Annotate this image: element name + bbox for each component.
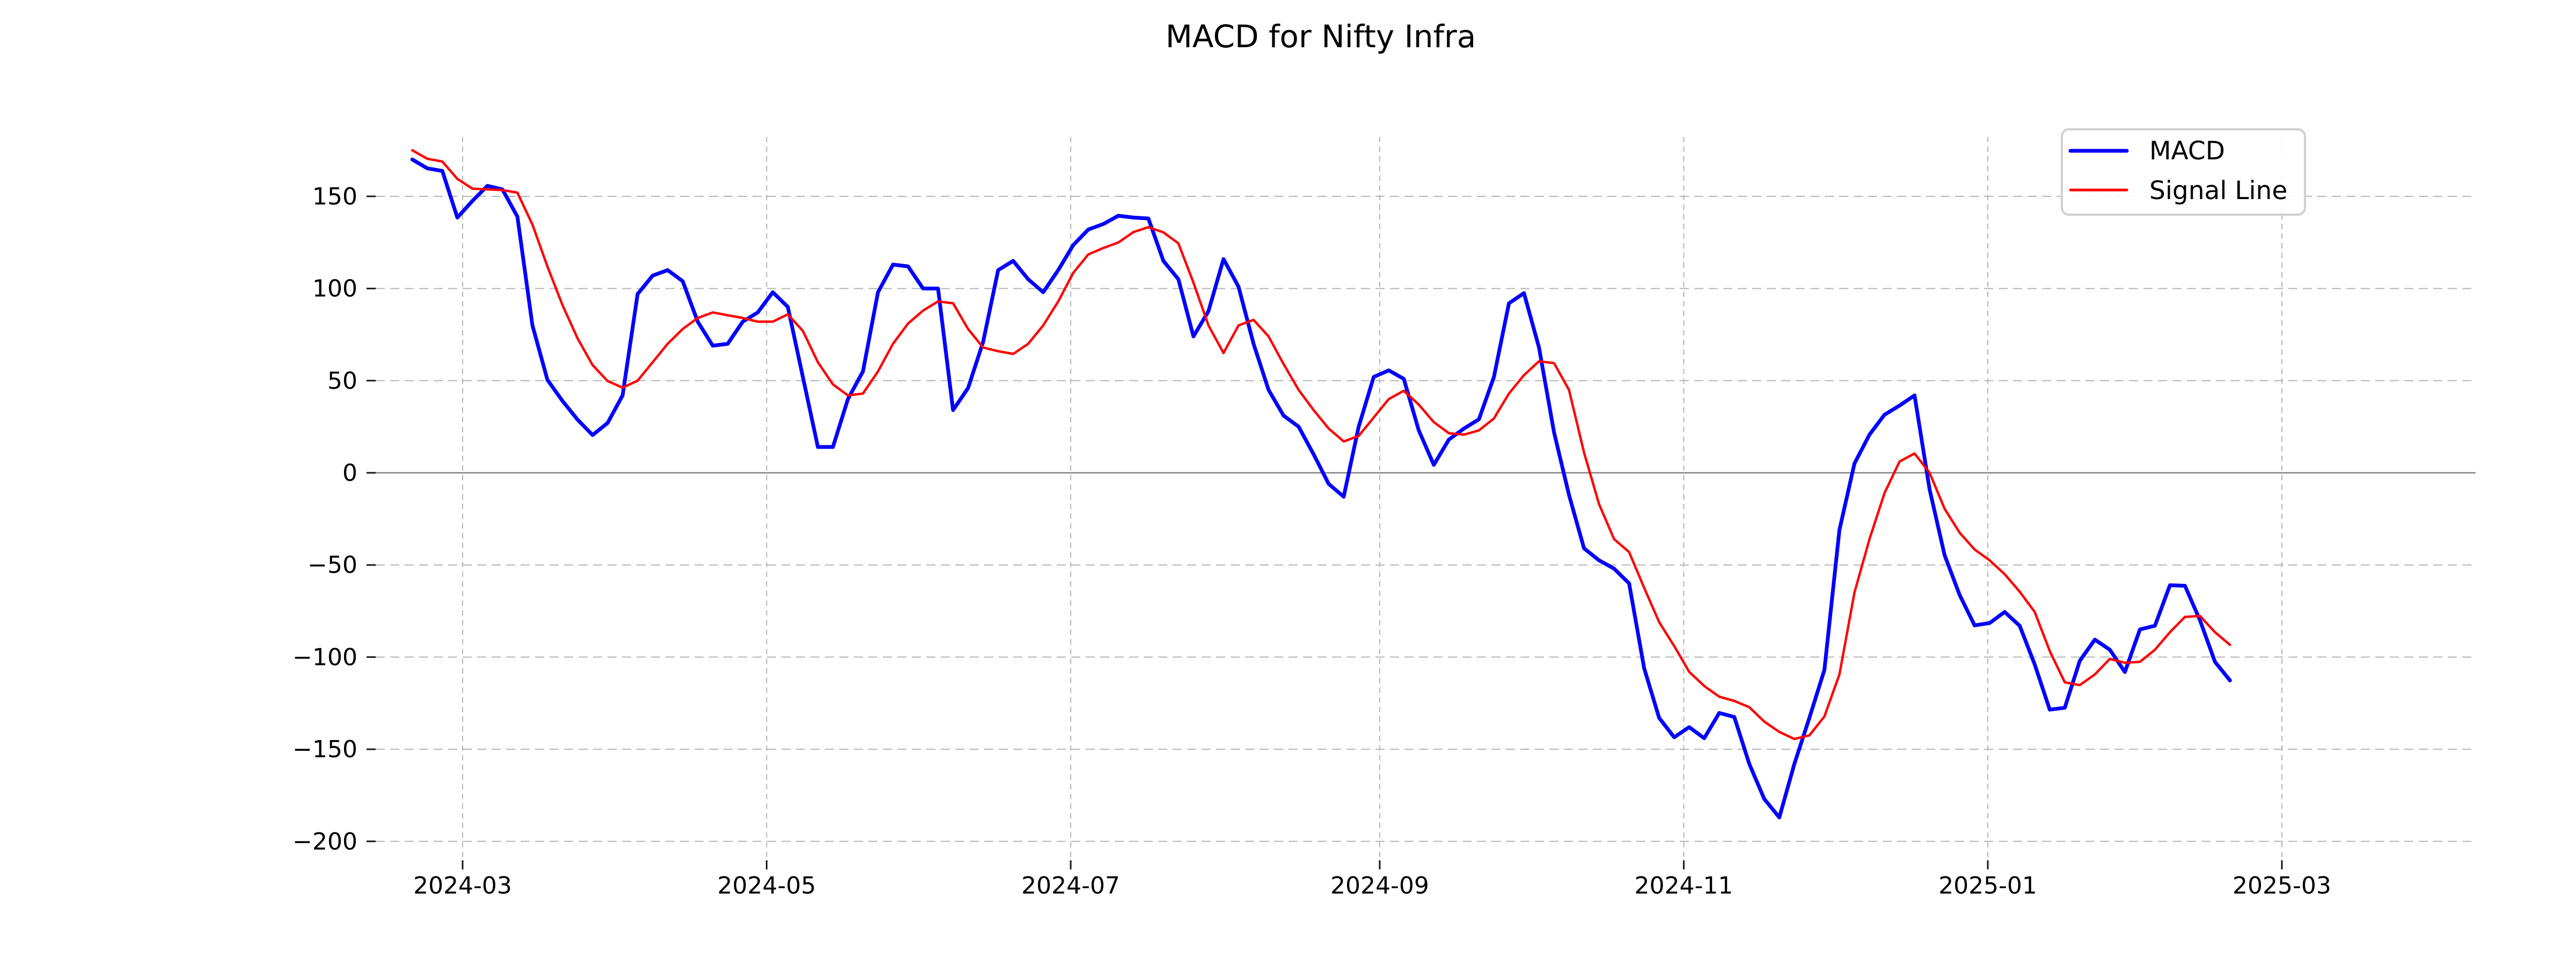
y-tick-label: 0 — [342, 459, 357, 487]
chart-title: MACD for Nifty Infra — [1166, 18, 1476, 55]
y-tick-label: −200 — [292, 828, 357, 855]
y-tick-label: 50 — [327, 367, 357, 394]
x-tick-label: 2025-01 — [1938, 872, 2037, 899]
x-tick-label: 2025-03 — [2233, 872, 2331, 899]
macd-line — [410, 157, 2232, 819]
y-tick-label: −150 — [292, 736, 357, 763]
axis-layer: 150 100 50 0 −50 −100 −150 −200 2024-03 2024-05 20… — [292, 183, 2331, 899]
signal-line — [411, 149, 2231, 741]
y-tick-label: −100 — [292, 643, 357, 671]
y-tick-label: −50 — [308, 552, 357, 579]
y-tick-label: 150 — [312, 183, 357, 210]
y-tick-label: 100 — [312, 275, 357, 303]
legend-signal-label: Signal Line — [2149, 176, 2287, 206]
x-tick-label: 2024-05 — [718, 872, 816, 899]
x-tick-label: 2024-03 — [413, 872, 512, 899]
x-tick-label: 2024-11 — [1635, 872, 1733, 899]
legend-macd-label: MACD — [2149, 136, 2225, 166]
x-tick-label: 2024-09 — [1330, 872, 1429, 899]
x-tick-label: 2024-07 — [1021, 872, 1120, 899]
grid-layer — [376, 137, 2476, 859]
legend: MACD Signal Line — [2061, 128, 2306, 216]
plot-series — [410, 149, 2232, 819]
